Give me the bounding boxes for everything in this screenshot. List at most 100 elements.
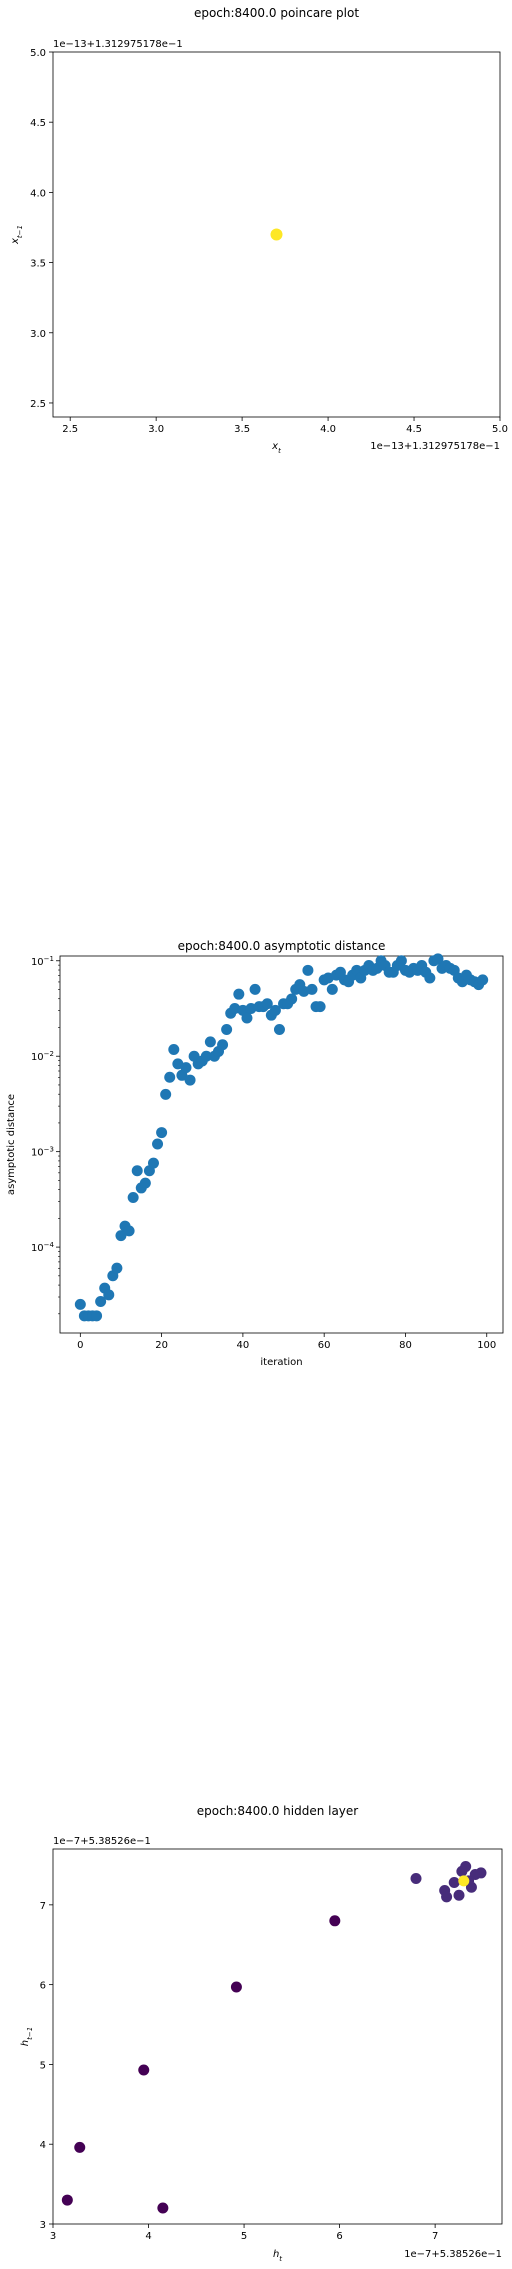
- chart1-ytick-label: 3.5: [30, 259, 46, 270]
- chart2-point: [273, 1023, 285, 1035]
- chart2-point: [160, 1088, 172, 1100]
- chart2-point: [221, 1023, 233, 1035]
- chart2-point: [326, 983, 338, 995]
- chart3-point: [138, 2064, 150, 2076]
- chart2-point: [204, 1036, 216, 1048]
- chart3-xlabel-base: h: [273, 2249, 279, 2260]
- chart1-xtick-label: 5.0: [492, 424, 508, 435]
- chart3-y-offset: 1e−7+5.38526e−1: [53, 1836, 151, 1847]
- chart2-xtick-label: 20: [155, 1340, 168, 1351]
- chart1-xtick-label: 3.5: [234, 424, 250, 435]
- chart2-ytick-exp: −3: [44, 1146, 54, 1154]
- chart2-point: [111, 1262, 123, 1274]
- chart3-xtick-label: 5: [241, 2231, 247, 2242]
- chart3-ytick-label: 4: [40, 2140, 46, 2151]
- chart2-ylabel: asymptotic distance: [6, 1094, 17, 1195]
- chart1-ylabel: xt−1: [10, 225, 24, 245]
- chart2-xtick-label: 40: [237, 1340, 250, 1351]
- chart1-ytick-label: 4.5: [30, 118, 46, 129]
- chart3-point: [448, 1877, 460, 1889]
- chart2-xtick-label: 60: [318, 1340, 331, 1351]
- chart2-point: [261, 998, 273, 1010]
- chart3-xlabel-text: ht: [273, 2249, 282, 2263]
- chart3-point: [410, 1873, 422, 1885]
- chart1-frame: [52, 51, 501, 418]
- chart2-point: [164, 1071, 176, 1083]
- chart2-xlabel: iteration: [260, 1357, 302, 1368]
- chart2-point: [91, 1310, 103, 1322]
- chart1-xtick-label: 4.0: [320, 424, 336, 435]
- chart3-xlabel: ht: [273, 2249, 282, 2263]
- chart2-point: [131, 1165, 143, 1177]
- chart2-point: [477, 974, 489, 986]
- chart2-frame: [59, 955, 504, 1334]
- chart2-point: [314, 1001, 326, 1013]
- chart2-point: [115, 1230, 127, 1242]
- chart3-ytick-label: 6: [40, 1981, 46, 1992]
- chart2-ytick-label: 10−4: [31, 1241, 55, 1254]
- chart1-xtick-label: 4.5: [406, 424, 422, 435]
- chart2-xtick-label: 0: [77, 1340, 83, 1351]
- chart3-frame: [52, 1848, 503, 2225]
- chart3-ylabel-text: ht−1: [20, 2027, 34, 2046]
- chart3-xtick-label: 3: [50, 2231, 56, 2242]
- chart2-point: [156, 1127, 168, 1139]
- chart2-point: [184, 1074, 196, 1086]
- chart3-point: [453, 1889, 465, 1901]
- chart1-xtick-label: 3.0: [148, 424, 164, 435]
- chart1-xlabel: xt: [271, 441, 281, 455]
- chart3-point: [460, 1861, 472, 1873]
- chart2-point: [147, 1157, 159, 1169]
- chart3-xlabel-sub: t: [279, 2255, 282, 2263]
- chart2-point: [139, 1177, 151, 1189]
- chart1-ylabel-text: xt−1: [10, 225, 24, 245]
- chart3-x-offset: 1e−7+5.38526e−1: [404, 2249, 502, 2260]
- chart1-ytick-label: 2.5: [30, 399, 46, 410]
- chart1-ytick-label: 3.0: [30, 329, 46, 340]
- chart2-ytick-base: 10: [31, 957, 44, 968]
- chart3-xtick-label: 7: [432, 2231, 438, 2242]
- chart3-xtick-label: 4: [145, 2231, 151, 2242]
- chart1-ytick-label: 5.0: [30, 48, 46, 59]
- chart2-point: [249, 983, 261, 995]
- chart2-point: [233, 988, 245, 1000]
- chart3-point: [230, 1981, 242, 1993]
- chart2-point: [123, 1225, 135, 1237]
- chart2-point: [395, 955, 407, 967]
- chart1-x-offset: 1e−13+1.312975178e−1: [370, 441, 500, 452]
- chart3-point: [74, 2141, 86, 2153]
- chart3-ytick-label: 5: [40, 2060, 46, 2071]
- chart1-xtick-label: 2.5: [62, 424, 78, 435]
- chart1-ylabel-sub: t−1: [16, 225, 24, 238]
- chart1-ylabel-base: x: [10, 238, 21, 245]
- chart3-ylabel-sub: t−1: [26, 2027, 34, 2040]
- chart2-ytick-exp: −4: [44, 1241, 55, 1249]
- chart3-ylabel-base: h: [20, 2040, 31, 2046]
- chart3-point: [458, 1875, 470, 1887]
- chart1-title: epoch:8400.0 poincare plot: [194, 6, 359, 20]
- chart3-point: [61, 2194, 73, 2206]
- chart3-point: [475, 1867, 487, 1879]
- chart2-point: [424, 972, 436, 984]
- chart2-point: [95, 1296, 107, 1308]
- chart3-point: [157, 2202, 169, 2214]
- chart2-point: [103, 1289, 115, 1301]
- chart2-ytick-base: 10: [31, 1148, 44, 1159]
- chart2-ytick-label: 10−1: [31, 955, 54, 968]
- chart1-point: [270, 228, 283, 241]
- chart2-ytick-base: 10: [31, 1243, 44, 1254]
- chart3-point: [441, 1891, 453, 1903]
- chart2-xtick-label: 100: [477, 1340, 496, 1351]
- chart3-point: [329, 1915, 341, 1927]
- chart2-title: epoch:8400.0 asymptotic distance: [178, 939, 386, 953]
- chart3-ylabel: ht−1: [20, 2027, 34, 2046]
- chart1-y-offset: 1e−13+1.312975178e−1: [53, 39, 183, 50]
- chart1-xlabel-text: xt: [271, 441, 281, 455]
- chart2-point: [241, 1012, 253, 1024]
- chart2-point: [286, 993, 298, 1005]
- chart3-title: epoch:8400.0 hidden layer: [197, 1804, 359, 1818]
- chart3-xtick-label: 6: [336, 2231, 342, 2242]
- chart2-ytick-label: 10−2: [31, 1050, 54, 1063]
- chart1-xlabel-base: x: [271, 441, 278, 452]
- chart2-ytick-exp: −1: [44, 955, 54, 963]
